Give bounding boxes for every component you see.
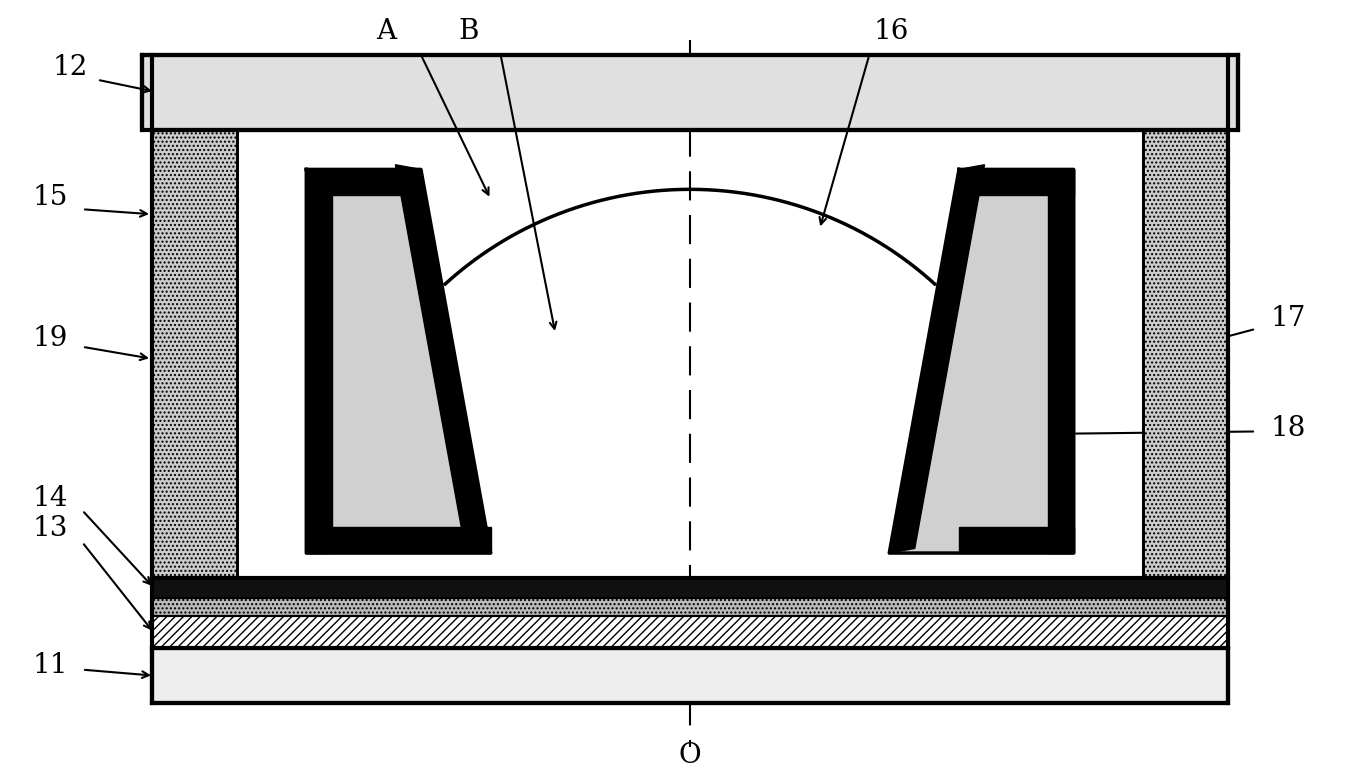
Polygon shape (959, 169, 1074, 195)
Text: B: B (459, 19, 479, 46)
Text: A: A (376, 19, 397, 46)
Polygon shape (306, 169, 332, 553)
Polygon shape (395, 164, 490, 553)
Polygon shape (890, 169, 1074, 553)
Text: 13: 13 (32, 515, 68, 542)
Polygon shape (306, 527, 490, 553)
Text: 15: 15 (32, 184, 68, 211)
Bar (142, 55, 1238, 130)
Bar (1143, 130, 1228, 578)
Text: 19: 19 (32, 325, 68, 352)
Text: 17: 17 (1270, 306, 1305, 333)
Text: 12: 12 (53, 54, 88, 81)
Text: 18: 18 (1270, 415, 1305, 442)
Polygon shape (890, 164, 984, 553)
Bar (152, 130, 237, 578)
Polygon shape (1048, 169, 1074, 553)
Polygon shape (959, 527, 1074, 553)
Bar (152, 578, 1228, 598)
Bar (152, 648, 1228, 703)
Text: 16: 16 (873, 19, 909, 46)
Bar (152, 598, 1228, 616)
Text: O: O (678, 742, 701, 769)
Bar (152, 616, 1228, 648)
Polygon shape (306, 169, 421, 195)
Text: 11: 11 (32, 652, 68, 679)
Polygon shape (306, 169, 490, 553)
Text: 14: 14 (32, 485, 68, 512)
